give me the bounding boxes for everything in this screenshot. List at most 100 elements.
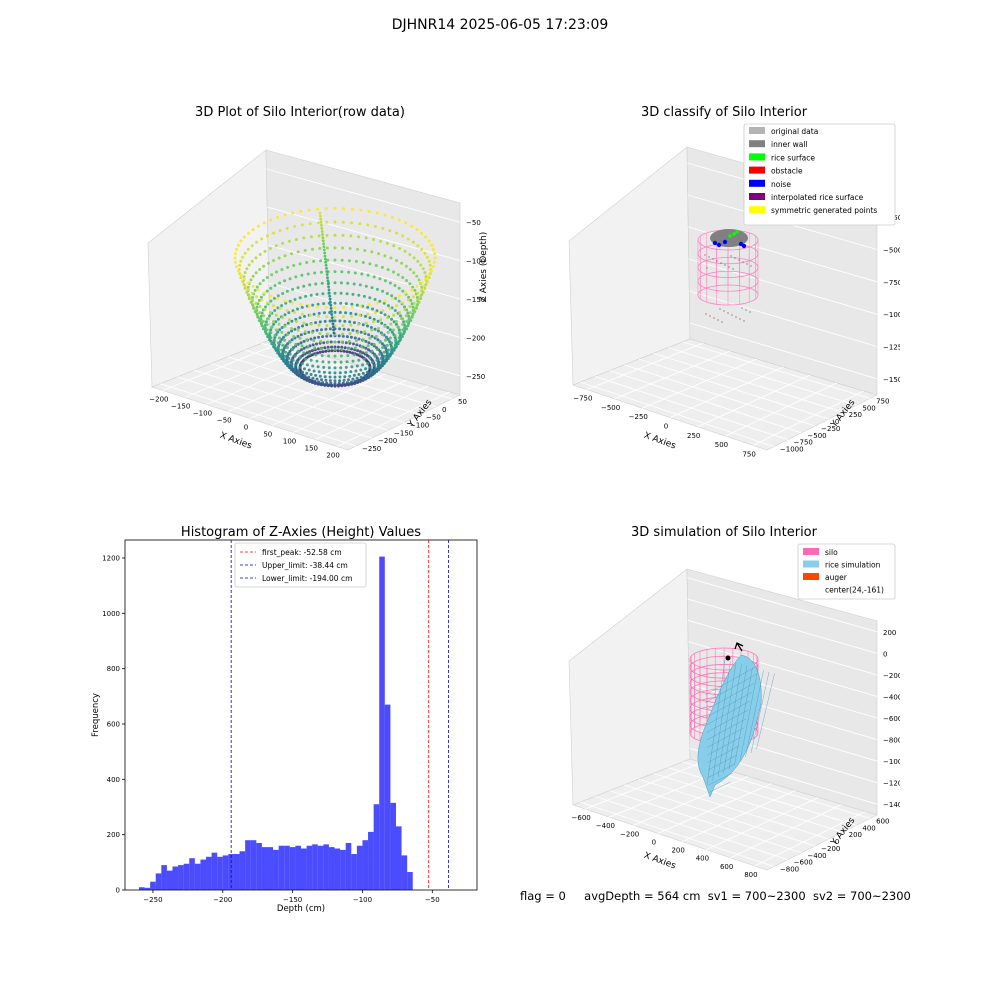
gridline bbox=[653, 352, 843, 413]
scatter-point bbox=[278, 336, 282, 340]
scatter-point bbox=[359, 208, 363, 212]
scatter-point bbox=[397, 299, 401, 303]
scatter-point bbox=[399, 314, 402, 318]
legend-swatch bbox=[803, 573, 819, 580]
scatter-point bbox=[316, 305, 320, 309]
simulation-legend: silo rice simulation auger center(24,-161) bbox=[797, 543, 896, 600]
scatter-point bbox=[321, 292, 325, 296]
rice-mesh-line bbox=[708, 781, 731, 793]
scatter-point bbox=[290, 329, 294, 333]
scatter-point bbox=[246, 281, 250, 285]
scatter-point bbox=[352, 321, 356, 325]
scatter-point bbox=[252, 306, 256, 310]
scatter-point bbox=[405, 279, 409, 282]
scatter-point bbox=[296, 250, 300, 254]
scatter-point bbox=[311, 353, 314, 357]
raw-plot-scatter-points bbox=[233, 206, 437, 388]
scatter-point bbox=[323, 319, 327, 323]
scatter-point bbox=[415, 304, 419, 308]
scatter-point bbox=[333, 281, 337, 285]
scatter-point bbox=[319, 220, 323, 224]
scatter-point bbox=[333, 379, 337, 383]
scatter-point bbox=[387, 352, 390, 356]
scatter-point bbox=[333, 366, 337, 370]
scatter-point bbox=[327, 360, 331, 364]
scatter-point bbox=[400, 261, 404, 265]
original-point bbox=[742, 261, 744, 263]
scatter-point bbox=[325, 381, 329, 385]
scatter-point bbox=[394, 296, 398, 300]
scatter-point bbox=[322, 302, 326, 306]
scatter-point bbox=[368, 365, 372, 369]
legend-swatch bbox=[749, 179, 765, 187]
z-tick-label: −150 bbox=[466, 296, 485, 304]
z-tick-label: −50 bbox=[466, 219, 481, 227]
gridline bbox=[594, 375, 788, 441]
histogram-bar bbox=[368, 831, 374, 890]
x-tick-label: −400 bbox=[596, 822, 615, 830]
scatter-point bbox=[406, 237, 410, 241]
scatter-point bbox=[297, 326, 301, 329]
scatter-point bbox=[427, 259, 431, 263]
scatter-point bbox=[288, 340, 292, 344]
raw-plot-x-label: X Axies bbox=[218, 431, 253, 452]
scatter-point bbox=[348, 320, 352, 324]
scatter-point bbox=[353, 271, 357, 275]
scatter-point bbox=[250, 244, 254, 248]
scatter-point bbox=[320, 223, 323, 227]
scatter-point bbox=[333, 206, 337, 210]
scatter-point bbox=[345, 360, 349, 364]
scatter-point bbox=[325, 220, 329, 224]
scatter-point bbox=[312, 339, 316, 343]
scatter-point bbox=[378, 277, 382, 281]
original-point bbox=[720, 262, 722, 264]
scatter-point bbox=[296, 342, 300, 346]
scatter-point bbox=[265, 289, 269, 293]
gridline bbox=[667, 347, 857, 406]
scatter-point bbox=[428, 263, 432, 267]
y-tick-label: −500 bbox=[807, 432, 826, 440]
scatter-point bbox=[323, 254, 327, 258]
scatter-point bbox=[349, 323, 353, 327]
scatter-point bbox=[420, 231, 424, 235]
scatter-point bbox=[386, 330, 390, 334]
scatter-point bbox=[269, 328, 273, 332]
scatter-point bbox=[323, 346, 327, 350]
scatter-point bbox=[338, 379, 342, 383]
scatter-point bbox=[340, 270, 344, 274]
scatter-point bbox=[392, 320, 396, 324]
scatter-point bbox=[333, 291, 337, 295]
scatter-point bbox=[329, 300, 332, 304]
scatter-point bbox=[251, 228, 255, 232]
classify-x-ticks: −750 −500 −250 0 250 500 750 bbox=[573, 395, 756, 459]
scatter-point bbox=[341, 315, 345, 319]
scatter-point bbox=[380, 321, 384, 325]
scatter-point bbox=[352, 373, 356, 377]
scatter-point bbox=[246, 231, 250, 235]
scatter-point bbox=[321, 335, 325, 339]
scatter-point bbox=[395, 304, 398, 308]
gridline bbox=[688, 258, 878, 315]
scatter-point bbox=[408, 305, 412, 308]
gridline bbox=[614, 350, 731, 400]
scatter-point bbox=[290, 326, 293, 330]
y-tick-label: 50 bbox=[458, 398, 467, 406]
z-tick-label: −1250 bbox=[883, 344, 900, 352]
original-point bbox=[716, 260, 718, 262]
scatter-point bbox=[427, 273, 431, 277]
x-tick-label: 750 bbox=[742, 450, 755, 458]
scatter-point bbox=[375, 301, 379, 305]
scatter-point bbox=[320, 230, 324, 233]
gridline bbox=[687, 619, 878, 676]
scatter-point bbox=[239, 273, 243, 277]
scatter-point bbox=[245, 267, 249, 271]
scatter-point bbox=[299, 373, 303, 377]
scatter-point bbox=[345, 381, 349, 385]
scatter-point bbox=[420, 281, 424, 285]
original-point bbox=[730, 255, 732, 257]
scatter-point bbox=[432, 265, 435, 269]
scatter-point bbox=[238, 263, 242, 267]
scatter-point bbox=[286, 321, 290, 325]
scatter-point bbox=[320, 227, 324, 230]
z-tick-label: −600 bbox=[883, 715, 900, 723]
